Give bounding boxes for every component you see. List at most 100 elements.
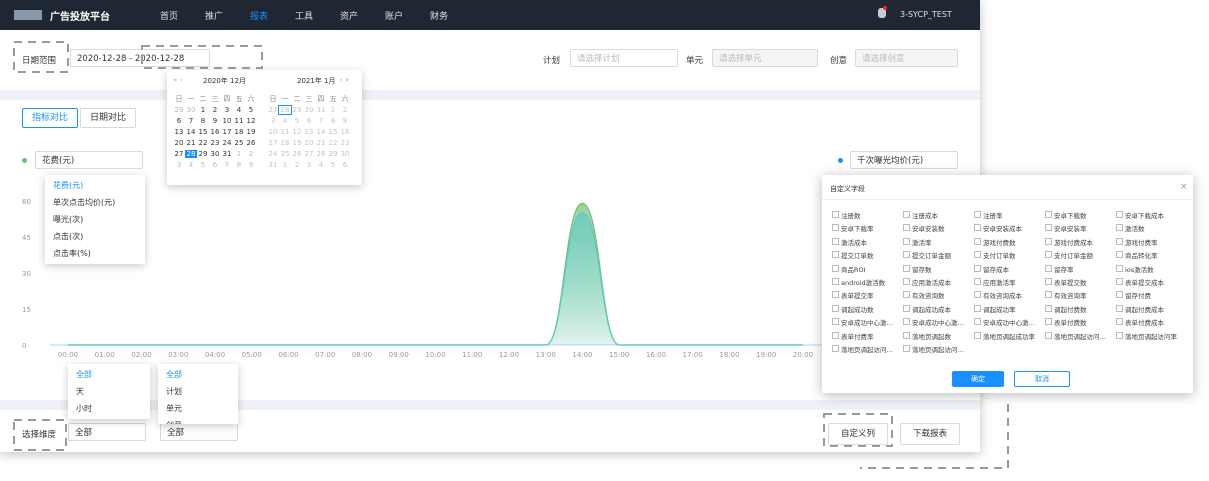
field-checkbox[interactable]: 注册成本 <box>903 210 965 220</box>
day-cell[interactable]: 4 <box>188 161 194 169</box>
day-cell[interactable]: 16 <box>340 128 350 136</box>
field-checkbox[interactable]: 留存率 <box>1045 264 1107 274</box>
day-cell[interactable]: 15 <box>198 128 208 136</box>
day-cell[interactable]: 17 <box>222 128 232 136</box>
day-cell[interactable]: 24 <box>222 139 232 147</box>
dimension-select[interactable]: 全部 <box>68 423 146 441</box>
field-checkbox[interactable]: 安卓下载成本 <box>1116 210 1178 220</box>
field-checkbox[interactable]: 落地页调起成功率 <box>974 331 1036 341</box>
field-checkbox[interactable]: 提交订单数 <box>832 250 894 260</box>
field-checkbox[interactable]: 商品ROI <box>832 264 894 274</box>
day-cell[interactable]: 6 <box>176 117 182 125</box>
menu-item[interactable]: 报表 <box>250 12 269 22</box>
field-checkbox[interactable]: 调起付费成本 <box>1116 304 1178 314</box>
field-checkbox[interactable]: 激活率 <box>903 237 965 247</box>
dropdown-option[interactable]: 小时 <box>76 404 92 413</box>
field-checkbox[interactable]: android激活数 <box>832 277 894 287</box>
field-checkbox[interactable]: 激活数 <box>1116 223 1178 233</box>
plan-select[interactable]: 请选择计划 <box>570 49 678 67</box>
menu-item[interactable]: 首页 <box>160 12 179 22</box>
day-cell[interactable]: 16 <box>210 128 220 136</box>
day-cell[interactable]: 14 <box>316 128 326 136</box>
day-cell[interactable]: 8 <box>200 117 206 125</box>
field-checkbox[interactable]: 留存成本 <box>974 264 1036 274</box>
field-checkbox[interactable]: 游戏付费率 <box>1116 237 1178 247</box>
day-cell[interactable]: 1 <box>236 150 242 158</box>
day-cell[interactable]: 25 <box>234 139 244 147</box>
day-cell[interactable]: 2 <box>294 161 300 169</box>
field-checkbox[interactable]: 落地页调起访问转化成本 <box>903 344 965 354</box>
day-cell[interactable]: 27 <box>268 106 278 114</box>
day-cell[interactable]: 25 <box>280 150 290 158</box>
field-checkbox[interactable]: 安卓安装成本 <box>974 223 1036 233</box>
day-cell[interactable]: 5 <box>330 161 336 169</box>
field-checkbox[interactable]: 表单提交成本 <box>1116 277 1178 287</box>
field-checkbox[interactable]: 应用激活成本 <box>903 277 965 287</box>
day-cell[interactable]: 5 <box>200 161 206 169</box>
day-cell[interactable]: 28 <box>316 150 326 158</box>
close-icon[interactable]: × <box>1180 182 1188 192</box>
day-cell[interactable]: 2 <box>212 106 218 114</box>
field-checkbox[interactable]: 安卓安装率 <box>1045 223 1107 233</box>
field-checkbox[interactable]: 留存付费 <box>1116 290 1178 300</box>
field-checkbox[interactable]: 落地页调起访问成本 <box>1045 331 1107 341</box>
day-cell[interactable]: 1 <box>282 161 288 169</box>
day-cell[interactable]: 29 <box>198 150 208 158</box>
metric-select[interactable]: 花费(元) <box>35 151 143 169</box>
field-checkbox[interactable]: 安卓成功中心激活成本 <box>903 317 965 327</box>
day-cell[interactable]: 2 <box>248 150 254 158</box>
dropdown-option[interactable]: 创意 <box>158 417 238 424</box>
field-checkbox[interactable]: 安卓成功中心激活数 <box>832 317 894 327</box>
field-checkbox[interactable]: 调起付费数 <box>1045 304 1107 314</box>
field-checkbox[interactable]: 落地页调起数 <box>903 331 965 341</box>
day-cell[interactable]: 18 <box>280 139 290 147</box>
cancel-button[interactable]: 取消 <box>1014 371 1070 387</box>
day-cell[interactable]: 19 <box>246 128 256 136</box>
customize-button[interactable]: 自定义列 <box>828 423 888 445</box>
day-cell[interactable]: 4 <box>236 106 242 114</box>
field-checkbox[interactable]: 安卓安装数 <box>903 223 965 233</box>
day-cell[interactable]: 3 <box>224 106 230 114</box>
field-checkbox[interactable]: 调起成功率 <box>974 304 1036 314</box>
day-cell[interactable]: 17 <box>268 139 278 147</box>
prev-arrows[interactable]: « ‹ <box>173 76 183 84</box>
day-cell[interactable]: 13 <box>174 128 184 136</box>
dropdown-option[interactable]: 全部 <box>166 370 182 379</box>
field-checkbox[interactable]: 调起成功成本 <box>903 304 965 314</box>
user-name[interactable]: 3-SYCP_TEST <box>900 10 952 19</box>
day-cell[interactable]: 10 <box>222 117 232 125</box>
day-cell[interactable]: 10 <box>268 128 278 136</box>
day-cell[interactable]: 23 <box>210 139 220 147</box>
day-cell[interactable]: 27 <box>174 150 184 158</box>
field-checkbox[interactable]: 应用激活率 <box>974 277 1036 287</box>
field-checkbox[interactable]: 调起成功数 <box>832 304 894 314</box>
field-checkbox[interactable]: 支付订单金额 <box>1045 250 1107 260</box>
dropdown-option[interactable]: 天 <box>76 387 84 396</box>
field-checkbox[interactable]: 表单付费率 <box>832 331 894 341</box>
dropdown-option[interactable]: 全部 <box>76 370 92 379</box>
menu-item[interactable]: 资产 <box>340 12 359 22</box>
day-cell[interactable]: 30 <box>340 150 350 158</box>
day-cell[interactable]: 29 <box>328 150 338 158</box>
day-cell[interactable]: 21 <box>316 139 326 147</box>
day-cell[interactable]: 26 <box>246 139 256 147</box>
field-checkbox[interactable]: 有效咨询数 <box>903 290 965 300</box>
day-cell[interactable]: 23 <box>340 139 350 147</box>
day-cell[interactable]: 31 <box>222 150 232 158</box>
day-cell[interactable]: 22 <box>328 139 338 147</box>
day-cell[interactable]: 7 <box>224 161 230 169</box>
tab-active[interactable]: 指标对比 <box>22 108 78 128</box>
confirm-button[interactable]: 确定 <box>952 371 1004 387</box>
field-checkbox[interactable]: ios激活数 <box>1116 264 1178 274</box>
field-checkbox[interactable]: 安卓下载率 <box>832 223 894 233</box>
dropdown-option[interactable]: 计划 <box>166 387 182 396</box>
field-checkbox[interactable]: 表单提交率 <box>832 290 894 300</box>
day-cell[interactable]: 20 <box>174 139 184 147</box>
day-cell[interactable]: 1 <box>200 106 206 114</box>
day-cell[interactable]: 9 <box>342 117 348 125</box>
field-checkbox[interactable]: 表单提交数 <box>1045 277 1107 287</box>
field-checkbox[interactable]: 支付订单数 <box>974 250 1036 260</box>
unit-select[interactable]: 请选择单元 <box>712 49 818 67</box>
field-checkbox[interactable]: 表单付费成本 <box>1116 317 1178 327</box>
day-cell[interactable]: 30 <box>304 106 314 114</box>
